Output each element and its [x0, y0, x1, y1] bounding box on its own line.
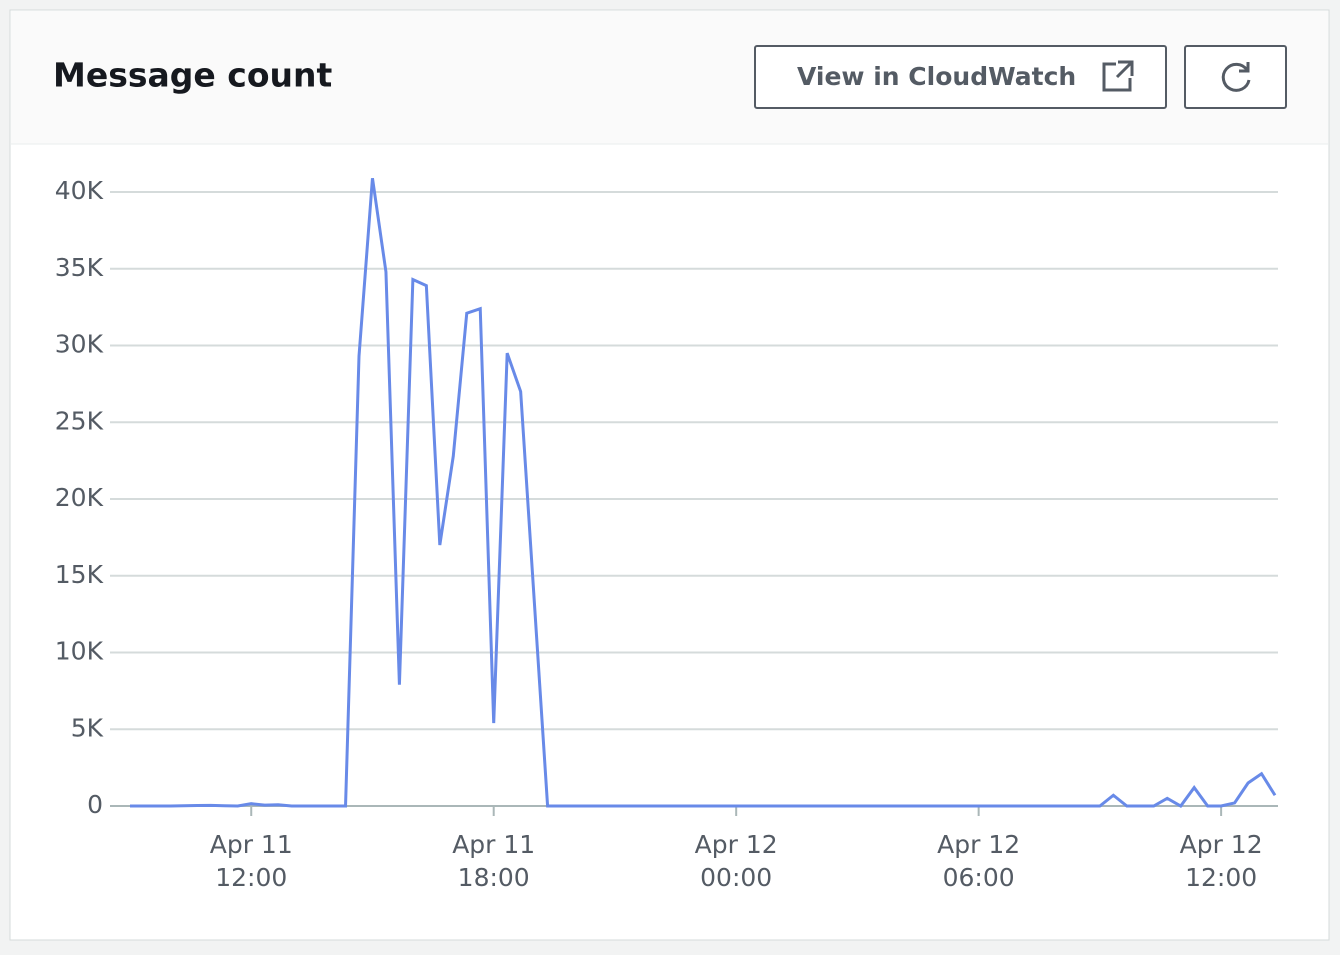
- y-tick-label: 25K: [55, 406, 104, 435]
- external-icon: [1102, 60, 1134, 92]
- y-tick-label: 5K: [71, 713, 104, 742]
- x-tick-label: Apr 11: [452, 830, 535, 859]
- x-tick-label: Apr 12: [1180, 830, 1263, 859]
- y-tick-label: 40K: [55, 176, 104, 205]
- y-tick-label: 30K: [55, 330, 104, 359]
- y-tick-label: 35K: [55, 253, 104, 282]
- refresh-icon: [1221, 62, 1251, 92]
- refresh-button[interactable]: [1184, 45, 1287, 109]
- button-frame[interactable]: [1184, 45, 1287, 109]
- y-tick-label: 20K: [55, 483, 104, 512]
- y-tick-label: 10K: [55, 637, 104, 666]
- x-tick-label: 12:00: [1185, 863, 1257, 892]
- view-button[interactable]: View in CloudWatch: [754, 45, 1167, 109]
- button-frame[interactable]: [754, 45, 1167, 109]
- panel: [9, 9, 1330, 941]
- x-tick-label: Apr 11: [210, 830, 293, 859]
- x-tick-label: 00:00: [700, 863, 772, 892]
- chart-title: Message count: [53, 56, 332, 95]
- y-tick-label: 0: [87, 790, 103, 819]
- x-tick-label: Apr 12: [937, 830, 1020, 859]
- series-line: [130, 177, 1277, 808]
- x-tick-label: Apr 12: [695, 830, 778, 859]
- y-tick-label: 15K: [55, 560, 104, 589]
- x-tick-label: 12:00: [215, 863, 287, 892]
- button-label[interactable]: View in CloudWatch: [797, 62, 1076, 91]
- x-tick-label: 18:00: [458, 863, 530, 892]
- x-tick-label: 06:00: [943, 863, 1015, 892]
